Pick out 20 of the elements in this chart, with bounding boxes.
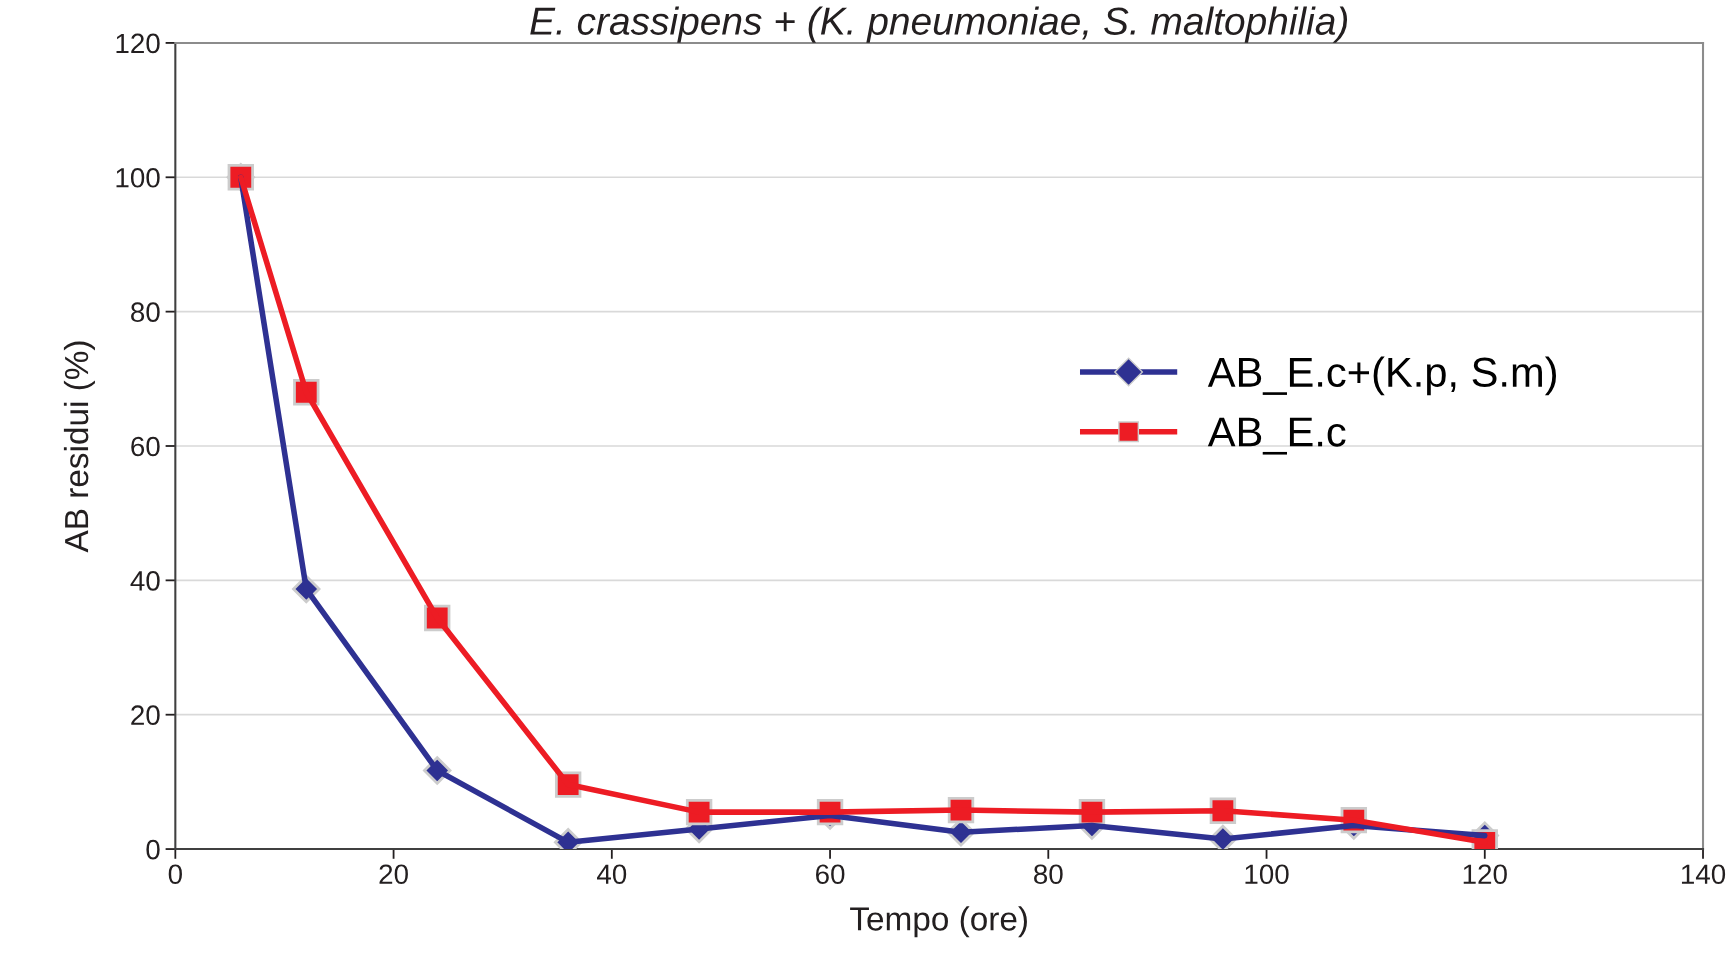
x-tick-label: 40 (597, 864, 627, 885)
x-tick-label: 100 (1245, 864, 1289, 885)
y-tick-label: 20 (131, 705, 160, 726)
x-tick-label: 60 (816, 864, 845, 885)
y-tick-label: 0 (146, 839, 160, 860)
x-tick-label: 80 (1034, 864, 1063, 885)
x-tick-label: 20 (379, 864, 408, 885)
y-tick-label: 80 (131, 302, 160, 322)
y-tick-label: 100 (116, 167, 160, 188)
y-tick-label: 40 (130, 571, 160, 591)
legend-label: AB_E.c (1207, 417, 1346, 455)
x-tick-label: 140 (1681, 864, 1726, 885)
x-tick-label: 0 (168, 864, 182, 885)
legend-label: AB_E.c+(K.p, S.m) (1207, 356, 1556, 396)
y-tick-label: 60 (131, 436, 160, 457)
x-tick-label: 120 (1463, 864, 1507, 885)
x-axis-title: Tempo (ore) (850, 906, 1027, 938)
chart-title: E. crassipens + (K. pneumoniae, S. maltophilia) (530, 6, 1348, 43)
y-tick-label: 120 (116, 33, 160, 54)
y-axis-title: AB residui (%) (63, 341, 95, 553)
